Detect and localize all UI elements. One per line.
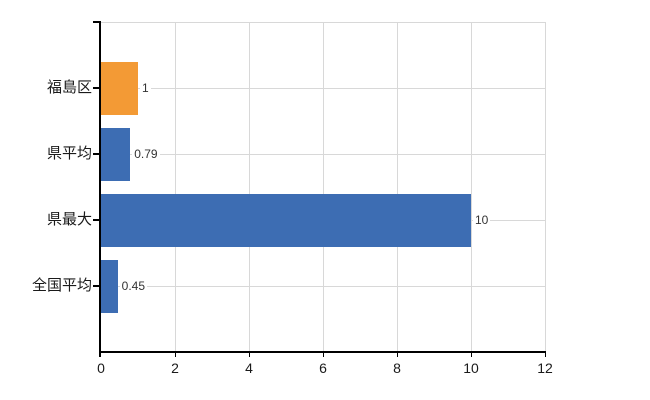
category-label: 県最大 [46, 211, 92, 228]
x-tick-label: 2 [171, 360, 179, 376]
category-label: 県平均 [46, 145, 92, 162]
x-tick-label: 10 [463, 360, 479, 376]
x-gridline [544, 22, 546, 352]
y-gridline [101, 285, 545, 287]
bar-value-label: 0.79 [132, 147, 160, 161]
x-axis-tick [544, 353, 546, 357]
x-gridline [174, 22, 176, 352]
x-gridline [470, 22, 472, 352]
bar [101, 127, 131, 181]
x-gridline [322, 22, 324, 352]
x-tick-label: 4 [245, 360, 253, 376]
category-label: 福島区 [46, 79, 92, 96]
x-axis-line [99, 351, 546, 353]
x-axis-tick [174, 353, 176, 357]
y-axis-tick [93, 153, 101, 155]
x-tick-label: 0 [97, 360, 105, 376]
bar [101, 259, 118, 313]
category-label: 全国平均 [31, 277, 92, 294]
y-gridline [101, 153, 545, 155]
bar-value-label: 10 [473, 213, 491, 227]
y-axis-tick [93, 87, 101, 89]
y-gridline [101, 87, 545, 89]
x-axis-tick [322, 353, 324, 357]
x-tick-label: 8 [393, 360, 401, 376]
y-axis-tick [93, 219, 101, 221]
x-tick-label: 12 [537, 360, 553, 376]
y-axis-end-tick [93, 21, 101, 23]
bar [101, 193, 471, 247]
bar-value-label: 1 [140, 81, 151, 95]
bar-value-label: 0.45 [119, 279, 147, 293]
y-axis-tick [93, 285, 101, 287]
x-axis-tick [470, 353, 472, 357]
y-axis-line [99, 22, 101, 357]
bar [101, 61, 138, 115]
x-gridline [248, 22, 250, 352]
x-tick-label: 6 [319, 360, 327, 376]
x-axis-tick [396, 353, 398, 357]
x-gridline [396, 22, 398, 352]
x-axis-tick [248, 353, 250, 357]
